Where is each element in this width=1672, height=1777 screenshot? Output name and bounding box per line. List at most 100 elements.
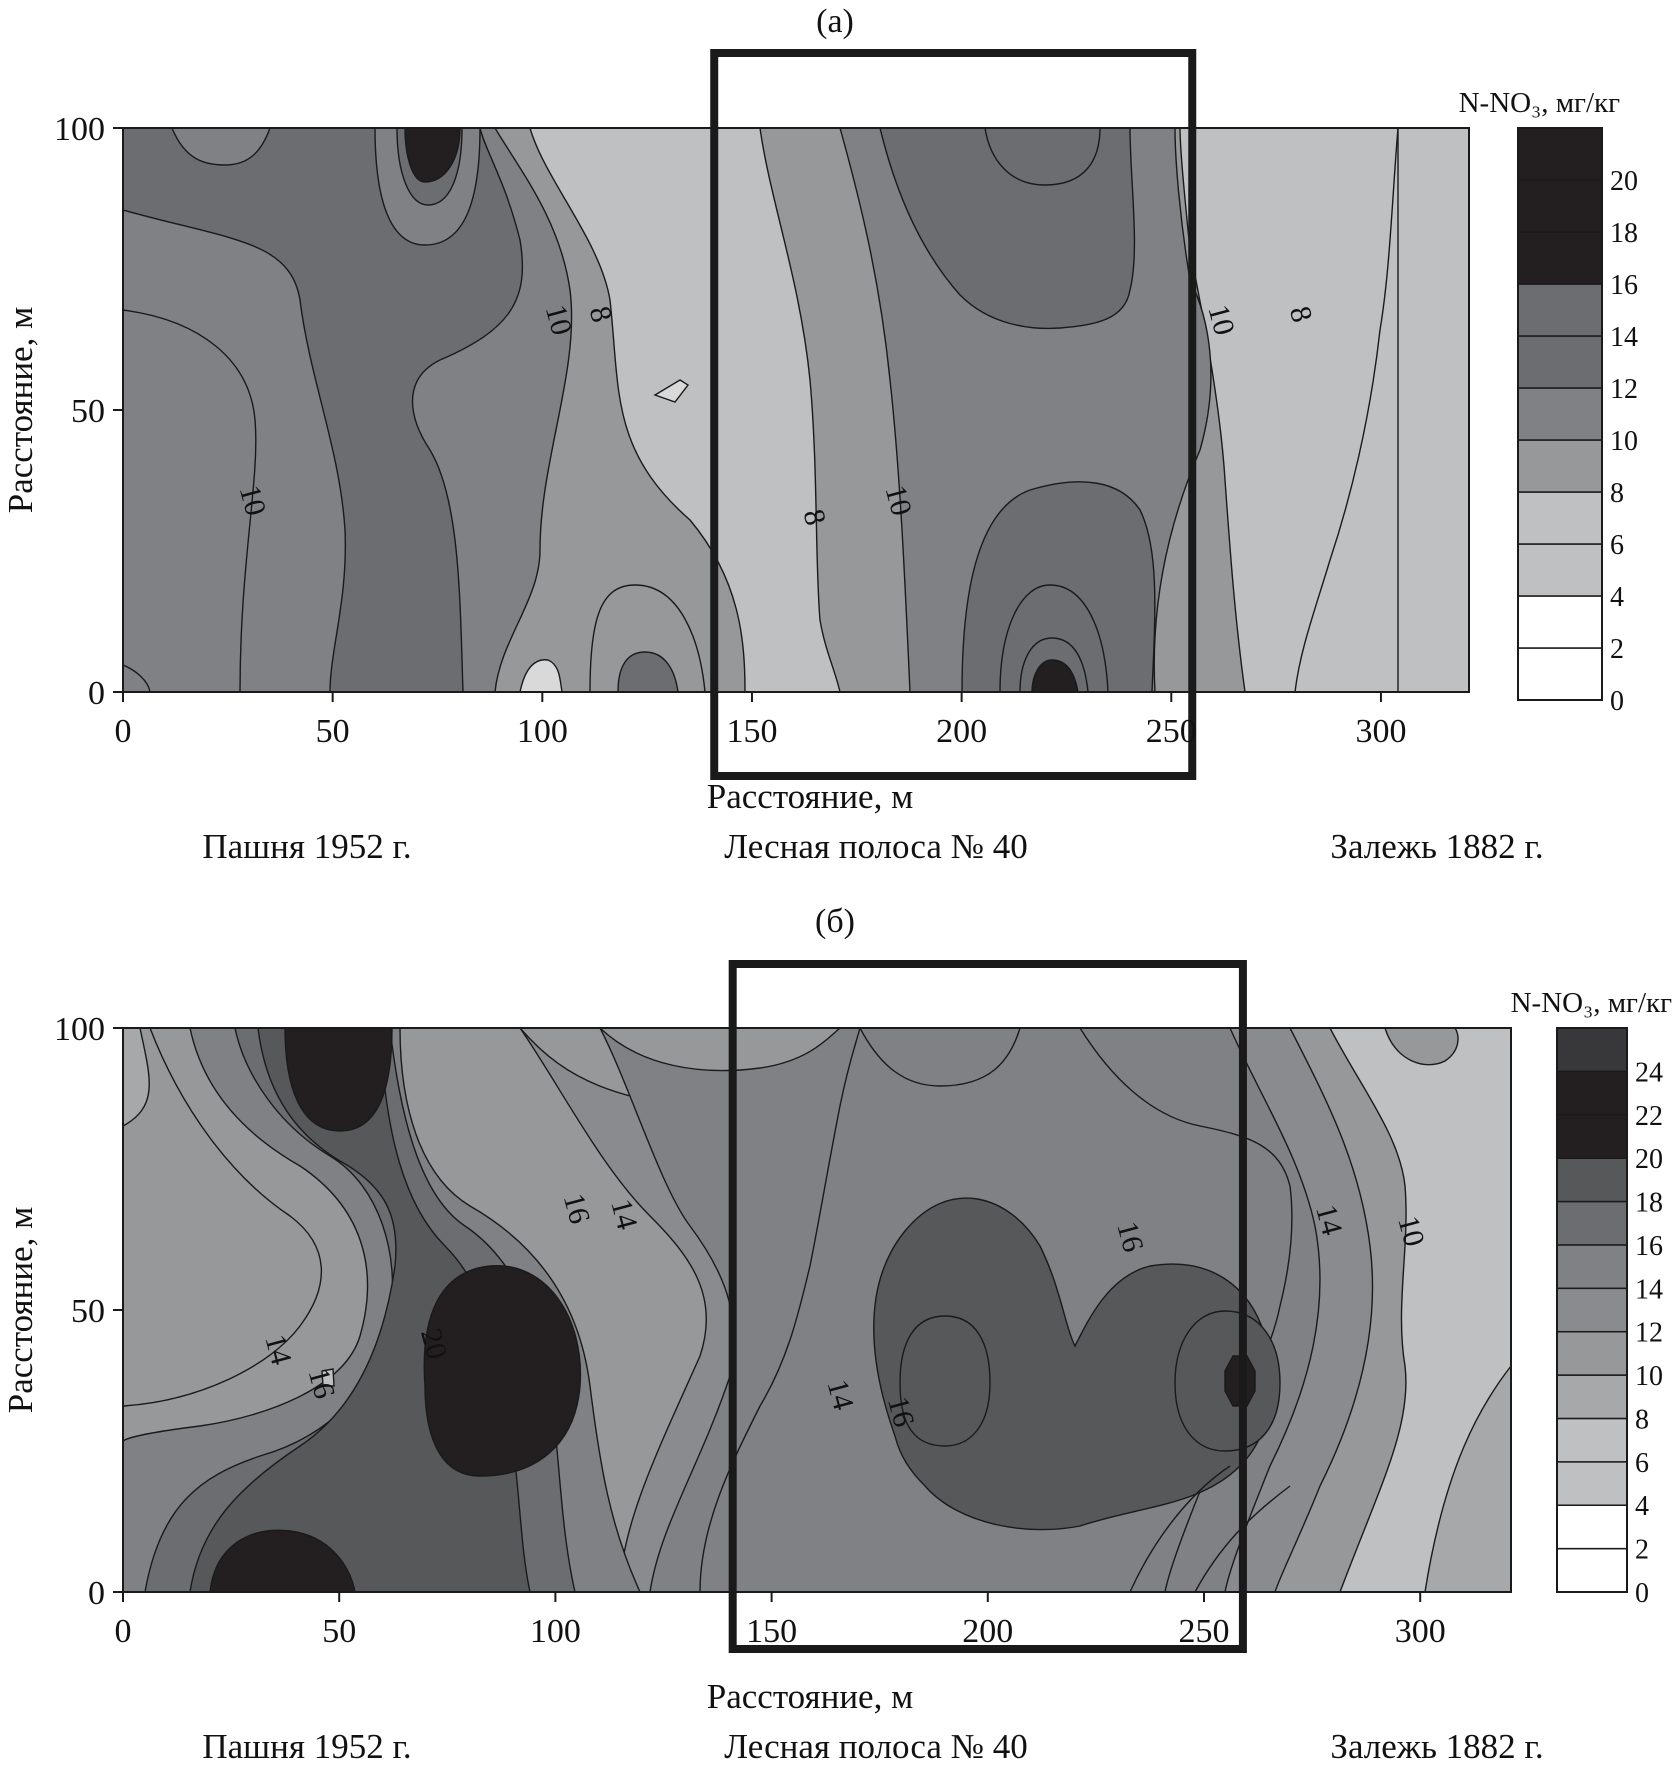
colorbar-band bbox=[1517, 543, 1603, 597]
x-tick-label: 200 bbox=[962, 1613, 1013, 1650]
colorbar-band bbox=[1556, 1287, 1628, 1333]
colorbar-title: N-NO₃, мг/кг bbox=[1459, 87, 1620, 119]
y-axis-label: Расстояние, м bbox=[1, 1207, 40, 1413]
x-tick-label: 50 bbox=[322, 1613, 356, 1650]
x-tick-label: 250 bbox=[1178, 1613, 1229, 1650]
colorbar: 0 2 4 6 8 10 12 14 16 18 20 bbox=[1517, 127, 1638, 717]
band-top-right-bump bbox=[1384, 1028, 1459, 1066]
colorbar-band bbox=[1556, 1200, 1628, 1246]
hotspot-top-left bbox=[404, 128, 461, 183]
colorbar-band bbox=[1517, 647, 1603, 701]
contour-field bbox=[123, 128, 1469, 692]
colorbar-band bbox=[1556, 1070, 1628, 1116]
panel-label: (б) bbox=[815, 903, 855, 940]
colorbar-band bbox=[1517, 335, 1603, 389]
contour-field bbox=[123, 1028, 1511, 1592]
x-axis-label: Расстояние, м bbox=[707, 777, 913, 816]
colorbar-tick-label: 4 bbox=[1635, 1491, 1649, 1522]
hotspot-top-left bbox=[284, 1028, 393, 1132]
band-10-12-bottom-mid bbox=[617, 651, 679, 692]
colorbar-tick-label: 16 bbox=[1610, 270, 1638, 301]
colorbar-tick-label: 16 bbox=[1635, 1231, 1663, 1262]
colorbar-tick-label: 24 bbox=[1635, 1057, 1663, 1088]
colorbar-band bbox=[1556, 1417, 1628, 1463]
colorbar-title: N-NO₃, мг/кг bbox=[1511, 987, 1672, 1019]
x-axis-ticks: 0 50 100 150 200 250 300 bbox=[115, 692, 1406, 750]
band-14-16-mid-top bbox=[984, 128, 1101, 186]
colorbar-band bbox=[1556, 1504, 1628, 1550]
chart-panel-b: (б) 16 14 14 16 20 14 16 16 14 10 bbox=[0, 886, 1672, 1772]
colorbar-band bbox=[1556, 1114, 1628, 1159]
band-18-20-core bbox=[873, 1197, 1273, 1531]
colorbar-band bbox=[1556, 1244, 1628, 1290]
band-6-8-right bbox=[1294, 128, 1469, 692]
zone-label-fallow: Залежь 1882 г. bbox=[1330, 1727, 1543, 1766]
colorbar-frame bbox=[1517, 127, 1603, 701]
hotspot-bottom-mid bbox=[1031, 659, 1079, 692]
colorbar-tick-label: 22 bbox=[1635, 1101, 1663, 1132]
colorbar-band bbox=[1517, 283, 1603, 337]
y-tick-label: 50 bbox=[71, 1293, 105, 1330]
band-right-edge bbox=[1397, 128, 1469, 692]
band-8-10-bottom-mid bbox=[589, 584, 706, 692]
colorbar-tick-label: 8 bbox=[1610, 478, 1624, 509]
colorbar-tick-label: 12 bbox=[1610, 374, 1638, 405]
colorbar-band bbox=[1517, 595, 1603, 649]
band-small-patch bbox=[321, 1368, 335, 1387]
x-tick-label: 50 bbox=[316, 713, 350, 750]
chart-panel-a: (а) bbox=[0, 0, 1672, 886]
y-tick-label: 100 bbox=[54, 1011, 105, 1048]
colorbar-band bbox=[1556, 1027, 1628, 1073]
band-8-10-right bbox=[1424, 1364, 1511, 1592]
zone-label-field: Пашня 1952 г. bbox=[202, 827, 411, 866]
y-tick-label: 50 bbox=[71, 393, 105, 430]
colorbar-tick-label: 18 bbox=[1610, 218, 1638, 249]
x-tick-label: 300 bbox=[1395, 1613, 1446, 1650]
colorbar-tick-label: 6 bbox=[1635, 1448, 1649, 1479]
band-12-14-left bbox=[123, 128, 524, 692]
colorbar-tick-label: 6 bbox=[1610, 530, 1624, 561]
colorbar-tick-label: 18 bbox=[1635, 1188, 1663, 1219]
colorbar-tick-label: 14 bbox=[1610, 322, 1638, 353]
colorbar-band bbox=[1556, 1374, 1628, 1420]
band-small-patch bbox=[653, 379, 690, 403]
x-axis-label: Расстояние, м bbox=[707, 1677, 913, 1716]
y-axis-label: Расстояние, м bbox=[1, 307, 40, 513]
colorbar-band bbox=[1556, 1547, 1628, 1593]
colorbar-tick-label: 10 bbox=[1610, 426, 1638, 457]
y-axis-ticks: 0 50 100 bbox=[54, 1011, 123, 1612]
x-tick-label: 0 bbox=[115, 713, 132, 750]
colorbar-band bbox=[1556, 1330, 1628, 1376]
colorbar-tick-label: 8 bbox=[1635, 1404, 1649, 1435]
colorbar-tick-label: 0 bbox=[1635, 1578, 1649, 1609]
colorbar-tick-label: 12 bbox=[1635, 1318, 1663, 1349]
band-12-14-far-left bbox=[123, 1028, 322, 1407]
band-bottom-right-2 bbox=[1194, 1485, 1291, 1592]
x-tick-label: 0 bbox=[115, 1613, 132, 1650]
y-tick-label: 100 bbox=[54, 111, 105, 148]
forest-belt-highlight-box bbox=[710, 49, 1197, 780]
x-tick-label: 200 bbox=[936, 713, 987, 750]
forest-belt-highlight-box bbox=[728, 960, 1247, 1653]
x-tick-label: 150 bbox=[726, 713, 777, 750]
colorbar-band bbox=[1517, 491, 1603, 545]
colorbar-tick-label: 10 bbox=[1635, 1361, 1663, 1392]
y-tick-label: 0 bbox=[88, 1575, 105, 1612]
band-20-inner-left bbox=[899, 1315, 991, 1447]
x-tick-label: 300 bbox=[1355, 713, 1406, 750]
x-tick-label: 150 bbox=[746, 1613, 797, 1650]
zone-label-forest: Лесная полоса № 40 bbox=[724, 827, 1028, 866]
colorbar-band bbox=[1517, 127, 1603, 181]
colorbar-band bbox=[1517, 231, 1603, 285]
colorbar-band bbox=[1556, 1157, 1628, 1203]
y-axis-ticks: 0 50 100 bbox=[54, 111, 123, 712]
colorbar-tick-label: 20 bbox=[1635, 1144, 1663, 1175]
colorbar-tick-label: 2 bbox=[1635, 1535, 1649, 1566]
colorbar-tick-label: 4 bbox=[1610, 582, 1624, 613]
colorbar-tick-label: 20 bbox=[1610, 166, 1638, 197]
band-10-12-far-left bbox=[123, 1028, 150, 1127]
colorbar-tick-label: 14 bbox=[1635, 1274, 1663, 1305]
contour-chart-a: (а) bbox=[1, 3, 1638, 866]
colorbar-frame bbox=[1556, 1027, 1628, 1593]
